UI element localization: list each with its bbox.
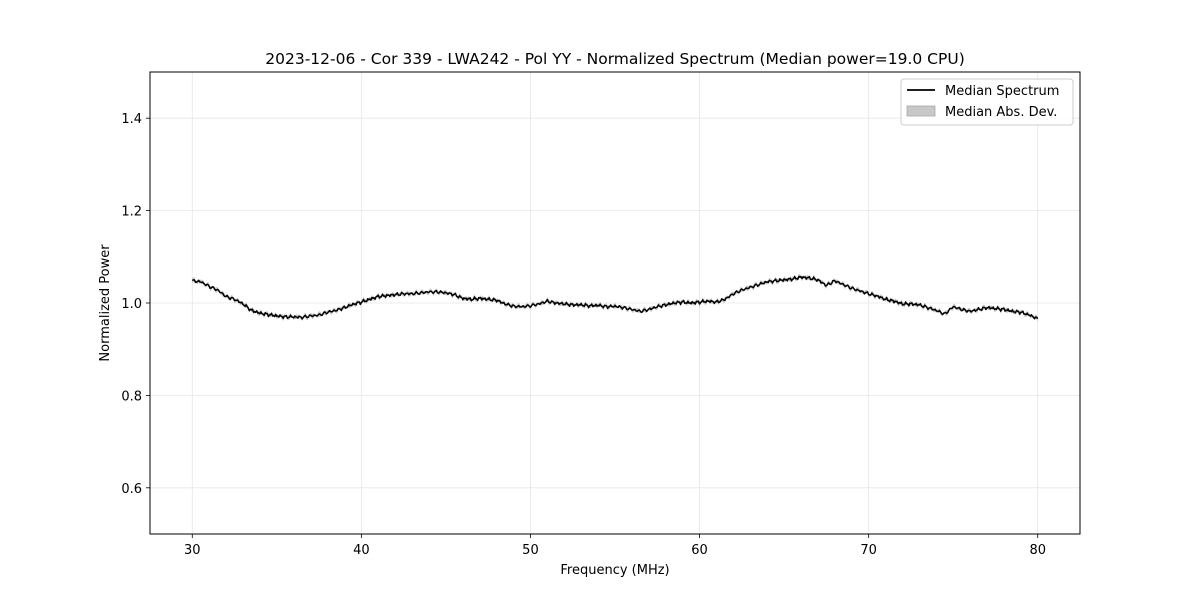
legend-band-swatch (906, 105, 936, 117)
x-tick-label: 60 (691, 543, 708, 558)
x-axis-label: Frequency (MHz) (560, 563, 669, 578)
x-tick-label: 70 (860, 543, 877, 558)
legend-label-median-abs-dev: Median Abs. Dev. (945, 105, 1057, 120)
x-tick-label: 80 (1029, 543, 1046, 558)
x-tick-label: 50 (522, 543, 539, 558)
y-axis-label: Normalized Power (98, 244, 113, 362)
legend: Median Spectrum Median Abs. Dev. (900, 78, 1074, 126)
legend-box (900, 78, 1074, 126)
median-spectrum-line (191, 275, 1039, 320)
y-tick-label: 0.8 (121, 389, 142, 404)
y-tick-label: 0.6 (121, 482, 142, 497)
y-tick-label: 1.4 (121, 112, 142, 127)
legend-label-median-spectrum: Median Spectrum (945, 84, 1059, 99)
median-line-layer (191, 275, 1039, 320)
y-axis-ticks: 0.6 0.8 1.0 1.2 1.4 (121, 112, 150, 497)
y-tick-label: 1.0 (121, 297, 142, 312)
x-tick-label: 40 (353, 543, 370, 558)
chart-title: 2023-12-06 - Cor 339 - LWA242 - Pol YY -… (265, 50, 965, 68)
x-axis-ticks: 30 40 50 60 70 80 (184, 534, 1046, 558)
y-tick-label: 1.2 (121, 205, 142, 220)
x-tick-label: 30 (184, 543, 201, 558)
